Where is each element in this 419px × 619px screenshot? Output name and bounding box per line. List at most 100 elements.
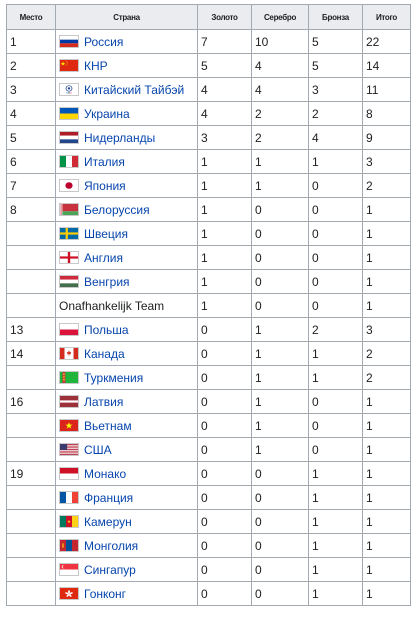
rank-cell: 2 xyxy=(6,53,56,78)
country-cell: Китайский Тайбэй xyxy=(55,77,198,102)
singapore-flag-icon[interactable] xyxy=(59,563,79,576)
country-cell: КНР xyxy=(55,53,198,78)
header-silver[interactable]: Серебро xyxy=(251,4,309,30)
hungary-flag-icon[interactable] xyxy=(59,275,79,288)
cameroon-flag-icon[interactable] xyxy=(59,515,79,528)
vietnam-flag-icon[interactable] xyxy=(59,419,79,432)
silver-cell: 0 xyxy=(251,581,309,606)
bronze-cell: 5 xyxy=(308,29,363,54)
ukraine-flag-icon[interactable] xyxy=(59,107,79,120)
country-name[interactable]: Россия xyxy=(84,34,124,49)
total-cell: 1 xyxy=(362,485,411,510)
england-flag-icon[interactable] xyxy=(59,251,79,264)
total-cell: 9 xyxy=(362,125,411,150)
total-cell: 1 xyxy=(362,389,411,414)
total-cell: 1 xyxy=(362,437,411,462)
country-cell: Сингапур xyxy=(55,557,198,582)
table-row: 5 Нидерланды 3 2 4 9 xyxy=(6,125,411,150)
usa-flag-icon[interactable] xyxy=(59,443,79,456)
table-row: Сингапур 0 0 1 1 xyxy=(6,557,411,582)
chinese-taipei-flag-icon[interactable] xyxy=(59,83,79,96)
silver-cell: 0 xyxy=(251,269,309,294)
country-cell: Франция xyxy=(55,485,198,510)
total-cell: 8 xyxy=(362,101,411,126)
rank-cell xyxy=(6,221,56,246)
country-name[interactable]: Франция xyxy=(84,490,134,505)
poland-flag-icon[interactable] xyxy=(59,323,79,336)
country-name[interactable]: Нидерланды xyxy=(84,130,156,145)
country-cell: Польша xyxy=(55,317,198,342)
russia-flag-icon[interactable] xyxy=(59,35,79,48)
header-country[interactable]: Страна xyxy=(55,4,198,30)
france-flag-icon[interactable] xyxy=(59,491,79,504)
latvia-flag-icon[interactable] xyxy=(59,395,79,408)
rank-cell: 13 xyxy=(6,317,56,342)
table-row: Франция 0 0 1 1 xyxy=(6,485,411,510)
country-cell: Венгрия xyxy=(55,269,198,294)
canada-flag-icon[interactable] xyxy=(59,347,79,360)
header-gold[interactable]: Золото xyxy=(197,4,252,30)
total-cell: 2 xyxy=(362,365,411,390)
mongolia-flag-icon[interactable] xyxy=(59,539,79,552)
silver-cell: 1 xyxy=(251,389,309,414)
country-name[interactable]: Швеция xyxy=(84,226,128,241)
country-name[interactable]: США xyxy=(84,442,112,457)
country-name[interactable]: Япония xyxy=(84,178,126,193)
header-rank[interactable]: Место xyxy=(6,4,56,30)
china-flag-icon[interactable] xyxy=(59,59,79,72)
japan-flag-icon[interactable] xyxy=(59,179,79,192)
gold-cell: 0 xyxy=(197,485,252,510)
country-name[interactable]: Белоруссия xyxy=(84,202,150,217)
bronze-cell: 1 xyxy=(308,557,363,582)
country-name[interactable]: КНР xyxy=(84,58,108,73)
table-row: Вьетнам 0 1 0 1 xyxy=(6,413,411,438)
monaco-flag-icon[interactable] xyxy=(59,467,79,480)
country-name[interactable]: Китайский Тайбэй xyxy=(84,82,185,97)
turkmenistan-flag-icon[interactable] xyxy=(59,371,79,384)
country-cell: Туркмения xyxy=(55,365,198,390)
netherlands-flag-icon[interactable] xyxy=(59,131,79,144)
bronze-cell: 0 xyxy=(308,221,363,246)
country-name[interactable]: Канада xyxy=(84,346,125,361)
header-bronze[interactable]: Бронза xyxy=(308,4,363,30)
total-cell: 1 xyxy=(362,461,411,486)
gold-cell: 0 xyxy=(197,581,252,606)
belarus-flag-icon[interactable] xyxy=(59,203,79,216)
country-name[interactable]: Италия xyxy=(84,154,125,169)
italy-flag-icon[interactable] xyxy=(59,155,79,168)
table-row: Венгрия 1 0 0 1 xyxy=(6,269,411,294)
silver-cell: 1 xyxy=(251,341,309,366)
rank-cell: 3 xyxy=(6,77,56,102)
country-cell: Россия xyxy=(55,29,198,54)
total-cell: 1 xyxy=(362,221,411,246)
country-name[interactable]: Англия xyxy=(84,250,123,265)
country-name[interactable]: Сингапур xyxy=(84,562,136,577)
rank-cell xyxy=(6,293,56,318)
hong-kong-flag-icon[interactable] xyxy=(59,587,79,600)
country-name[interactable]: Вьетнам xyxy=(84,418,132,433)
country-name[interactable]: Польша xyxy=(84,322,129,337)
total-cell: 1 xyxy=(362,509,411,534)
country-name[interactable]: Монако xyxy=(84,466,127,481)
gold-cell: 0 xyxy=(197,317,252,342)
country-name[interactable]: Латвия xyxy=(84,394,124,409)
total-cell: 1 xyxy=(362,581,411,606)
country-name[interactable]: Гонконг xyxy=(84,586,127,601)
country-name[interactable]: Туркмения xyxy=(84,370,144,385)
country-cell: Onafhankelijk Team xyxy=(55,293,198,318)
rank-cell xyxy=(6,557,56,582)
country-name[interactable]: Монголия xyxy=(84,538,139,553)
country-name[interactable]: Украина xyxy=(84,106,130,121)
gold-cell: 1 xyxy=(197,221,252,246)
gold-cell: 1 xyxy=(197,245,252,270)
medal-table: Место Страна Золото Серебро Бронза Итого… xyxy=(6,4,411,606)
country-name[interactable]: Венгрия xyxy=(84,274,130,289)
sweden-flag-icon[interactable] xyxy=(59,227,79,240)
gold-cell: 0 xyxy=(197,533,252,558)
rank-cell xyxy=(6,365,56,390)
header-total[interactable]: Итого xyxy=(362,4,411,30)
silver-cell: 4 xyxy=(251,77,309,102)
bronze-cell: 0 xyxy=(308,293,363,318)
rank-cell xyxy=(6,437,56,462)
country-name[interactable]: Камерун xyxy=(84,514,132,529)
